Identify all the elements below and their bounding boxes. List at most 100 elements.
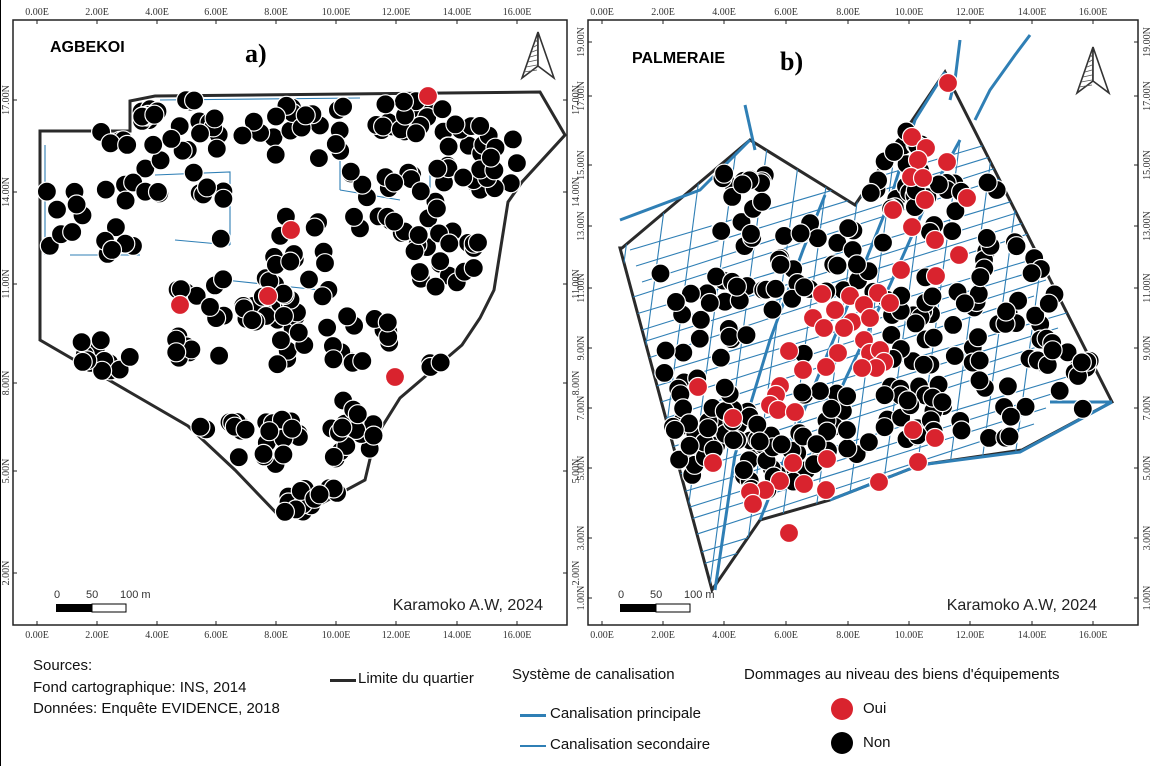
household-dot-non: [325, 133, 346, 155]
household-dot-oui: [859, 307, 881, 329]
household-dot-non: [1025, 305, 1046, 326]
household-dot-non: [836, 419, 858, 441]
household-dot-non: [337, 306, 358, 327]
y-tick-label-left: 5.00N: [576, 456, 587, 481]
y-tick-label-right: 15.00N: [1142, 150, 1153, 180]
legend: Sources: Fond cartographique: INS, 2014 …: [0, 648, 1156, 766]
household-dot-non: [872, 232, 894, 253]
boundary-swatch: [330, 679, 356, 682]
household-dot-non: [119, 346, 140, 367]
household-dot-non: [665, 291, 687, 312]
y-tick-label-right: 17.00N: [571, 85, 582, 115]
household-dot-oui: [879, 292, 901, 314]
household-dot-oui: [936, 151, 958, 173]
household-dot-non: [209, 345, 230, 366]
household-dot-non: [430, 251, 451, 272]
household-dot-non: [409, 261, 430, 283]
maps-canvas: 0.00E 0.00E 2.00E 2.00E 4.00E 4.00E 6.00E 6.00E…: [1, 7, 1153, 641]
sources-data: Données: Enquête EVIDENCE, 2018: [33, 700, 280, 717]
household-dot-non: [794, 277, 815, 298]
household-dot-non: [273, 444, 294, 465]
household-dot-non: [506, 153, 528, 174]
y-tick-label-right: 3.00N: [1142, 526, 1153, 551]
household-dot-non: [905, 313, 926, 334]
household-dot-non: [1049, 380, 1070, 401]
household-dot-non: [668, 449, 690, 470]
household-dot-oui: [901, 216, 923, 238]
household-dot-oui: [868, 471, 890, 493]
household-dot-non: [1021, 263, 1042, 284]
map-title-agbekoi: AGBEKOI: [50, 39, 125, 56]
map-credit-palmeraie: Karamoko A.W, 2024: [947, 597, 1097, 614]
x-tick-label-top: 8.00E: [836, 7, 860, 18]
household-dot-non: [1015, 396, 1036, 417]
household-dot-non: [270, 330, 291, 351]
x-tick-label-bottom: 12.00E: [382, 630, 411, 641]
household-dot-oui: [767, 399, 789, 421]
x-tick-label-top: 6.00E: [774, 7, 798, 18]
y-tick-label-right: 11.00N: [1142, 273, 1153, 302]
x-tick-label-bottom: 2.00E: [85, 630, 109, 641]
y-tick-label-right: 7.00N: [1142, 396, 1153, 421]
household-dot-non: [751, 191, 773, 212]
y-tick-label-left: 7.00N: [576, 396, 587, 421]
household-dot-oui: [914, 189, 936, 211]
household-dot-oui: [784, 401, 806, 423]
x-tick-label-bottom: 8.00E: [836, 630, 860, 641]
household-dot-oui: [882, 199, 904, 221]
household-dot-non: [352, 350, 373, 372]
household-dot-oui: [937, 72, 959, 94]
y-tick-label-right: 17.00N: [1142, 81, 1153, 111]
household-dot-oui: [824, 299, 846, 321]
household-dot-non: [147, 181, 169, 202]
household-dot-non: [749, 431, 770, 452]
household-dot-non: [679, 435, 700, 456]
household-dot-non: [827, 255, 848, 276]
map-credit-agbekoi: Karamoko A.W, 2024: [393, 597, 543, 614]
household-dot-non: [445, 114, 466, 135]
household-dot-non: [773, 225, 795, 246]
map-title-palmeraie: PALMERAIE: [632, 50, 725, 67]
x-tick-label-top: 14.00E: [443, 7, 472, 18]
household-dot-oui: [924, 229, 946, 251]
x-tick-label-bottom: 8.00E: [264, 630, 288, 641]
household-dot-non: [405, 123, 427, 144]
household-dot-non: [393, 91, 414, 112]
household-dot-oui: [907, 149, 929, 171]
household-dot-non: [242, 310, 263, 331]
household-dot-non: [1072, 398, 1093, 419]
household-dot-non: [874, 385, 895, 406]
household-dot-non: [425, 276, 446, 297]
household-dot-non: [253, 443, 274, 464]
household-dot-non: [923, 327, 944, 348]
household-dot-non: [655, 340, 676, 361]
household-dot-oui: [924, 427, 946, 449]
household-dot-non: [664, 419, 685, 440]
x-tick-label-bottom: 14.00E: [443, 630, 472, 641]
household-dot-non: [732, 174, 753, 195]
north-arrow-icon: [520, 31, 556, 81]
household-dot-non: [115, 190, 136, 211]
household-dot-oui: [811, 283, 833, 305]
figure-border: [0, 0, 1, 766]
household-dot-oui: [778, 522, 800, 544]
household-dot-non: [897, 390, 918, 411]
y-tick-label-right: 19.00N: [1142, 27, 1153, 57]
household-dot-non: [942, 221, 963, 242]
household-dot-non: [314, 253, 336, 274]
household-dot-non: [265, 144, 286, 165]
household-dot-oui: [827, 342, 849, 364]
household-dot-non: [969, 350, 990, 371]
x-tick-label-top: 0.00E: [25, 7, 49, 18]
x-tick-label-top: 14.00E: [1018, 7, 1047, 18]
x-tick-label-top: 10.00E: [322, 7, 351, 18]
household-dot-non: [91, 360, 113, 381]
household-dot-non: [1000, 406, 1022, 427]
y-tick-label-left: 9.00N: [576, 336, 587, 361]
household-dot-non: [235, 419, 256, 440]
household-dot-oui: [169, 294, 191, 316]
household-dot-oui: [384, 366, 406, 388]
household-dot-oui: [793, 473, 815, 495]
household-dot-non: [309, 484, 330, 505]
household-dot-oui: [833, 317, 855, 339]
